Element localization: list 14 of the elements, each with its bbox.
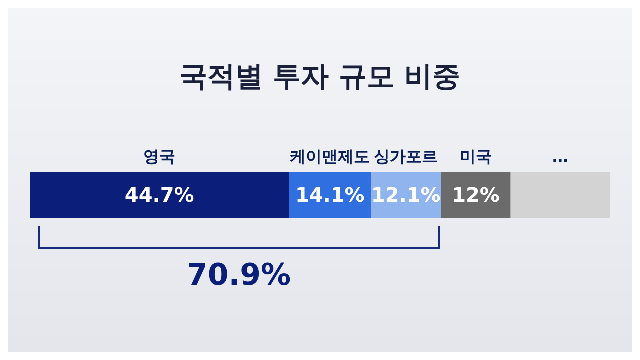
data-label: 12%	[452, 183, 500, 207]
series-label: 싱가포르	[374, 147, 438, 166]
series-label: 영국	[144, 147, 176, 166]
bar	[510, 172, 610, 218]
data-label: 44.7%	[124, 183, 194, 207]
text: 70.9%	[186, 258, 292, 293]
data-label: 14.1%	[295, 183, 365, 207]
series-label: 케이맨제도	[290, 147, 370, 166]
bar	[30, 172, 290, 218]
bar	[441, 172, 511, 218]
chart-title: 국적별 투자 규모 비중	[178, 59, 462, 95]
series-label: …	[552, 147, 568, 166]
series-label: 미국	[460, 147, 492, 166]
data-label: 12.1%	[371, 183, 441, 207]
